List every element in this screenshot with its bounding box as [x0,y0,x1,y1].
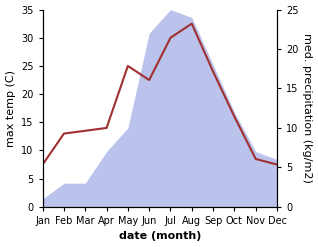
Y-axis label: med. precipitation (kg/m2): med. precipitation (kg/m2) [302,33,313,183]
Y-axis label: max temp (C): max temp (C) [5,70,16,147]
X-axis label: date (month): date (month) [119,231,201,242]
